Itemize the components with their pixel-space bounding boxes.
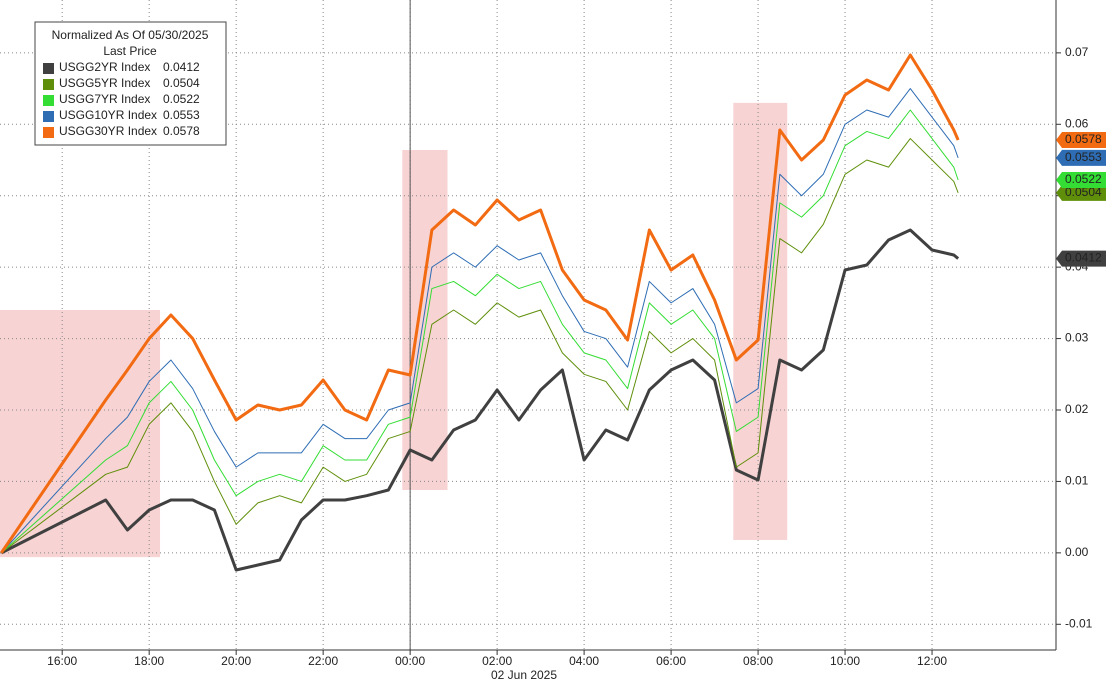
x-tick-label: 08:00 — [743, 654, 773, 668]
x-tick-label: 12:00 — [917, 654, 947, 668]
legend-value: 0.0504 — [163, 76, 200, 90]
series-line — [0, 109, 959, 554]
series-line — [0, 228, 960, 572]
x-tick-label: 04:00 — [569, 654, 599, 668]
last-price-label: 0.0504 — [1065, 185, 1102, 199]
legend-value: 0.0522 — [163, 92, 200, 106]
y-tick-label: 0.03 — [1065, 331, 1089, 345]
y-tick-label: 0.02 — [1065, 402, 1089, 416]
y-tick-label: -0.01 — [1065, 616, 1093, 630]
x-tick-label: 16:00 — [47, 654, 77, 668]
x-tick-label: 10:00 — [830, 654, 860, 668]
legend-swatch — [43, 95, 54, 106]
highlight-region — [402, 150, 448, 490]
y-tick-label: 0.00 — [1065, 545, 1089, 559]
legend-swatch — [43, 111, 54, 122]
last-price-label: 0.0553 — [1065, 150, 1102, 164]
legend: Normalized As Of 05/30/2025 Last Price U… — [34, 21, 227, 146]
legend-value: 0.0578 — [163, 124, 200, 138]
legend-label: USGG5YR Index — [59, 76, 150, 90]
y-tick-label: 0.01 — [1065, 474, 1089, 488]
background-layer — [0, 0, 1056, 650]
series-line — [0, 88, 959, 554]
x-tick-label: 22:00 — [308, 654, 338, 668]
x-tick-label: 02:00 — [482, 654, 512, 668]
legend-value: 0.0553 — [163, 108, 200, 122]
series-line — [0, 138, 959, 554]
date-annotation: 02 Jun 2025 — [491, 668, 557, 682]
legend-label: USGG2YR Index — [59, 60, 150, 74]
legend-label: USGG30YR Index — [59, 124, 157, 138]
x-tick-label: 20:00 — [221, 654, 251, 668]
last-price-tag — [1056, 132, 1106, 148]
legend-label: USGG7YR Index — [59, 92, 150, 106]
legend-value: 0.0412 — [163, 60, 200, 74]
y-tick-label: 0.06 — [1065, 116, 1089, 130]
last-price-label: 0.0412 — [1065, 251, 1102, 265]
last-price-tag — [1056, 250, 1106, 267]
series-line — [0, 53, 960, 554]
plot-layer — [0, 53, 960, 572]
last-price-tag — [1056, 149, 1106, 166]
legend-swatch — [43, 127, 54, 138]
last-price-label: 0.0522 — [1065, 172, 1102, 186]
x-tick-label: 06:00 — [656, 654, 686, 668]
last-price-tag — [1056, 172, 1106, 188]
x-tick-label: 18:00 — [134, 654, 164, 668]
legend-subtitle: Last Price — [103, 44, 157, 58]
last-price-label: 0.0578 — [1065, 132, 1102, 146]
last-price-tag — [1056, 184, 1106, 201]
legend-swatch — [43, 79, 54, 90]
legend-swatch — [43, 63, 54, 74]
legend-box — [34, 21, 227, 146]
y-tick-label: 0.07 — [1065, 45, 1089, 59]
legend-label: USGG10YR Index — [59, 108, 157, 122]
x-tick-label: 00:00 — [395, 654, 425, 668]
legend-title: Normalized As Of 05/30/2025 — [52, 28, 209, 42]
